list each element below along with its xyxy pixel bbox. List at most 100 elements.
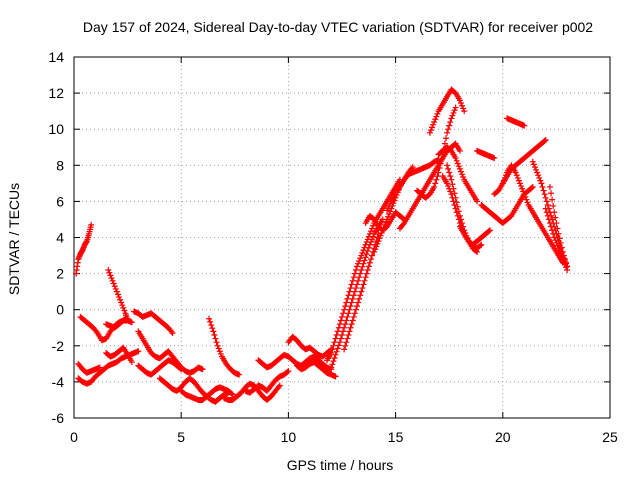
data-point: [514, 174, 521, 181]
y-tick-label: -6: [52, 410, 65, 426]
data-point: [212, 335, 219, 342]
data-point: [459, 102, 466, 109]
series-26: [426, 86, 468, 136]
data-point: [363, 270, 370, 277]
data-point: [215, 345, 222, 352]
data-point: [459, 171, 466, 178]
data-point: [438, 155, 445, 162]
series-6: [103, 315, 131, 331]
data-point: [112, 285, 119, 292]
data-point: [478, 241, 485, 248]
y-tick-label: 0: [56, 302, 64, 318]
data-point: [336, 339, 343, 346]
data-point: [105, 266, 112, 273]
axis-ticks: [73, 56, 611, 419]
series-10: [156, 375, 232, 405]
series-19: [328, 216, 386, 371]
data-point: [113, 288, 120, 295]
data-point: [542, 205, 549, 212]
y-tick-label: 4: [56, 230, 64, 246]
data-point: [432, 180, 439, 187]
data-point: [385, 213, 392, 220]
data-point: [534, 169, 541, 176]
y-tick-label: 12: [48, 85, 64, 101]
x-tick-label: 20: [495, 429, 511, 445]
data-point: [374, 240, 381, 247]
data-point: [109, 277, 116, 284]
series-38: [546, 183, 571, 270]
data-point: [369, 236, 376, 243]
data-point: [355, 260, 362, 267]
data-point: [361, 277, 368, 284]
data-point: [457, 168, 464, 175]
data-point: [561, 256, 568, 263]
data-point: [548, 223, 555, 230]
data-point: [454, 203, 461, 210]
data-point: [373, 243, 380, 250]
data-point: [544, 202, 551, 209]
data-point: [342, 321, 349, 328]
data-point: [348, 321, 355, 328]
data-point: [449, 112, 456, 119]
data-point: [341, 346, 348, 353]
data-point: [455, 208, 462, 215]
data-point: [367, 256, 374, 263]
data-point: [332, 373, 339, 380]
data-point: [448, 115, 455, 122]
data-point: [372, 246, 379, 253]
data-point: [350, 292, 357, 299]
data-point: [554, 242, 561, 249]
data-point: [431, 183, 438, 190]
data-point: [340, 310, 347, 317]
data-point: [358, 266, 365, 273]
y-tick-label: 8: [56, 157, 64, 173]
data-point: [199, 366, 206, 373]
data-point: [382, 219, 389, 226]
data-point: [445, 126, 452, 133]
data-point: [329, 361, 336, 368]
data-point: [519, 185, 526, 192]
data-point: [528, 184, 535, 191]
data-point: [370, 233, 377, 240]
data-point: [544, 212, 551, 219]
data-point: [538, 180, 545, 187]
data-point: [111, 283, 118, 290]
data-point: [387, 208, 394, 215]
data-point: [275, 383, 282, 390]
data-point: [342, 303, 349, 310]
data-point: [386, 211, 393, 218]
data-point: [556, 235, 563, 242]
data-point: [356, 295, 363, 302]
data-point: [339, 313, 345, 320]
data-point: [450, 185, 457, 192]
data-point: [345, 331, 352, 338]
data-point: [554, 225, 561, 232]
data-point: [362, 274, 369, 281]
data-point: [347, 303, 354, 310]
data-point: [359, 285, 366, 292]
data-point: [332, 351, 339, 358]
data-point: [208, 322, 215, 329]
data-point: [356, 274, 363, 281]
data-point: [347, 285, 354, 292]
data-point: [352, 306, 359, 313]
data-point: [207, 318, 214, 325]
data-point: [360, 247, 367, 254]
data-point: [357, 292, 364, 299]
data-point: [121, 307, 128, 314]
data-point: [518, 183, 525, 190]
x-tick-label: 10: [281, 429, 297, 445]
grid: [74, 57, 610, 418]
data-point: [107, 272, 114, 279]
data-point: [500, 177, 507, 184]
series-4: [103, 344, 135, 366]
data-point: [360, 260, 367, 267]
data-point: [365, 244, 372, 251]
series-8: [135, 328, 206, 376]
data-point: [542, 137, 549, 144]
series-23: [384, 156, 442, 214]
data-point: [452, 155, 459, 162]
data-point: [366, 259, 373, 266]
data-point: [455, 163, 462, 170]
series-20: [341, 230, 382, 353]
